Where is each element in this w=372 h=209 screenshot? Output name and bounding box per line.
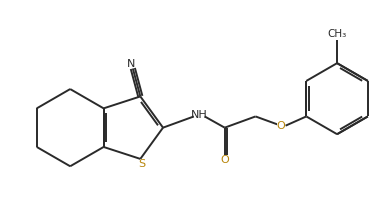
Text: CH₃: CH₃ [327,29,347,39]
Text: NH: NH [191,110,208,120]
Text: S: S [139,159,146,168]
Text: O: O [276,121,285,131]
Text: O: O [220,155,229,165]
Text: N: N [127,59,135,69]
